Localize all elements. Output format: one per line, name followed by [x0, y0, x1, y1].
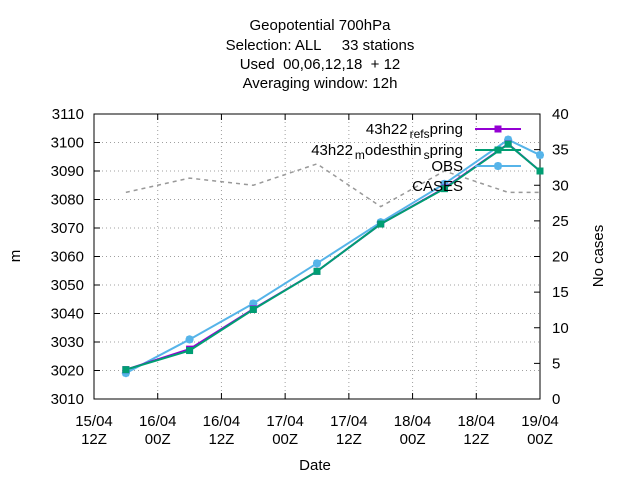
legend-label: 43h22 modesthin spring [311, 142, 463, 162]
data-point-marker [122, 366, 130, 374]
data-point-marker [504, 140, 512, 148]
y2-tick-label: 40 [552, 106, 569, 123]
chart-title-line-3: Used 00,06,12,18 + 12 [239, 56, 401, 73]
y-tick-label: 3030 [51, 334, 84, 351]
x-tick-label: 12Z [336, 431, 362, 448]
x-axis-label: Date [299, 457, 331, 474]
y2-tick-label: 0 [552, 391, 560, 408]
y-tick-label: 3080 [51, 192, 84, 209]
y-tick-label: 3010 [51, 391, 84, 408]
y2-tick-label: 20 [552, 249, 569, 266]
y2-axis-label: No cases [590, 225, 607, 288]
legend-label-part: pring [430, 142, 463, 159]
x-tick-label: 16/04 [203, 413, 241, 430]
y-tick-label: 3100 [51, 135, 84, 152]
y2-tick-label: 30 [552, 177, 569, 194]
legend-label: 43h22 refspring [366, 121, 463, 141]
x-tick-label: 15/04 [75, 413, 113, 430]
x-tick-label: 17/04 [266, 413, 304, 430]
x-tick-label: 00Z [272, 431, 298, 448]
data-point-marker [249, 306, 257, 314]
x-tick-label: 00Z [400, 431, 426, 448]
x-tick-label: 19/04 [521, 413, 559, 430]
y-tick-label: 3050 [51, 277, 84, 294]
legend-label-part: 43h22 [366, 121, 408, 138]
y-axis-label: m [7, 250, 24, 263]
data-point-marker [536, 167, 544, 175]
x-tick-label: 16/04 [139, 413, 177, 430]
series [121, 135, 544, 378]
y2-tick-label: 10 [552, 320, 569, 337]
data-point-marker [440, 185, 448, 193]
legend-label-part: CASES [412, 178, 463, 195]
axes: 15/0412Z16/0400Z16/0412Z17/0400Z17/0412Z… [51, 106, 569, 448]
legend-label: OBS [431, 158, 463, 175]
data-point-marker [186, 347, 194, 355]
series-43h22-ref-spring [122, 140, 544, 374]
data-point-marker [377, 220, 385, 228]
y-tick-label: 3090 [51, 163, 84, 180]
legend-label-part: s [424, 127, 430, 141]
series-cases [125, 163, 540, 208]
y-tick-label: 3060 [51, 249, 84, 266]
data-point-marker [494, 125, 502, 133]
series-line [125, 163, 540, 208]
x-tick-label: 18/04 [394, 413, 432, 430]
series-obs [121, 135, 544, 378]
y-tick-label: 3020 [51, 363, 84, 380]
y-tick-label: 3040 [51, 306, 84, 323]
legend-label-part: s [424, 148, 430, 162]
x-tick-label: 18/04 [458, 413, 496, 430]
y-tick-label: 3070 [51, 220, 84, 237]
chart-title-line-4: Averaging window: 12h [242, 75, 398, 92]
data-point-marker [313, 267, 321, 275]
x-tick-label: 12Z [463, 431, 489, 448]
legend-label-part: OBS [431, 158, 463, 175]
y2-tick-label: 5 [552, 355, 560, 372]
x-tick-label: 17/04 [330, 413, 368, 430]
legend-label: CASES [412, 178, 463, 195]
y2-tick-label: 15 [552, 284, 569, 301]
legend-label-part: ref [410, 127, 425, 141]
chart-title-line-1: Geopotential 700hPa [249, 17, 391, 34]
data-point-marker [536, 151, 544, 160]
y2-tick-label: 35 [552, 142, 569, 159]
y-tick-label: 3110 [52, 106, 84, 123]
legend-label-part: pring [430, 121, 463, 138]
legend-label-part: m [355, 148, 365, 162]
data-point-marker [494, 146, 502, 154]
x-tick-label: 00Z [145, 431, 171, 448]
y2-tick-label: 25 [552, 213, 569, 230]
legend-label-part: 43h22 [311, 142, 353, 159]
x-tick-label: 12Z [208, 431, 234, 448]
data-point-marker [185, 335, 194, 344]
plot-border [93, 113, 541, 400]
chart-title-line-2: Selection: ALL 33 stations [225, 37, 415, 54]
legend-label-part: odesthin [365, 142, 422, 159]
data-point-marker [494, 162, 502, 170]
x-tick-label: 00Z [527, 431, 553, 448]
data-point-marker [313, 259, 321, 268]
x-tick-label: 12Z [81, 431, 107, 448]
